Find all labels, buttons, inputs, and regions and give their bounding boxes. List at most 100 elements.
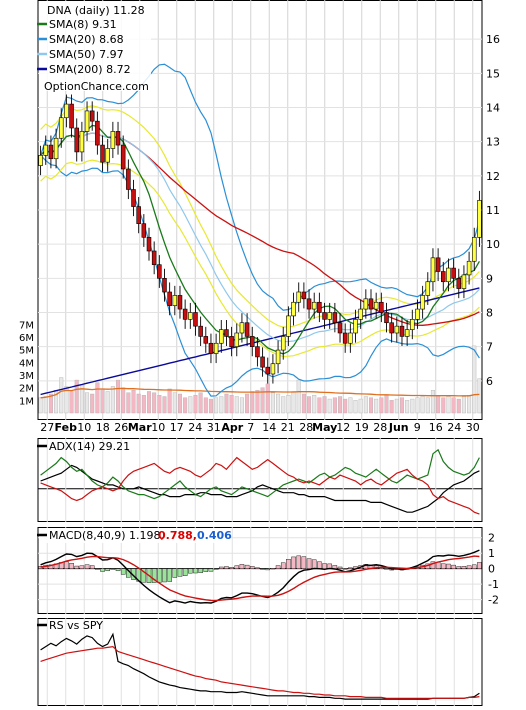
panel-frame-adx [37,438,483,522]
volume-bar [477,378,482,414]
y-tick-label: 16 [486,33,500,46]
bollinger-lower-band [40,154,480,397]
volume-bar [38,397,43,414]
volume-bar [276,393,281,414]
volume-bar [353,400,358,414]
panel-frame-macd [37,527,483,614]
volume-bar [203,397,208,414]
volume-bar [368,397,374,414]
candle-body [265,366,271,375]
volume-tick-label: 5M [19,346,34,357]
volume-bar [467,395,472,414]
volume-bar [131,390,136,414]
candle-body [260,356,265,368]
macd-histogram-bar [115,568,121,571]
candle-body [446,267,451,283]
panel-frame-rs [37,618,483,706]
volume-bar [198,392,203,414]
volume-bar [425,397,430,414]
macd-histogram-bar [306,558,312,569]
macd-signal-label: 0.788, [158,529,197,542]
y-tick-label: 13 [486,136,500,149]
x-tick-label: Jun [388,421,409,434]
volume-bar [167,388,172,414]
candle-body [477,200,482,238]
macd-histogram-bar [461,566,467,569]
volume-average-line [40,387,480,399]
macd-histogram-bar [188,568,193,574]
volume-bar [399,397,404,414]
macd-histogram-bar [219,566,224,569]
macd-histogram-bar [451,564,456,569]
chart-title: DNA (daily) 11.28 [47,4,145,17]
macd-histogram-bar [342,568,348,570]
volume-bar [250,391,255,414]
relative-strength-label: RS vs SPY [49,619,103,632]
volume-bar [265,383,270,414]
macd-histogram-bar [198,568,203,573]
volume-bar [136,393,141,414]
candle-body [399,325,405,337]
volume-bar [177,393,182,414]
volume-bar [456,398,461,414]
candle-body [105,148,110,163]
volume-bar [193,395,198,414]
candle-body [95,120,100,146]
volume-bar [214,397,219,414]
macd-histogram-bar [100,568,105,572]
candle-body [410,319,415,330]
x-tick-label: 14 [262,421,276,434]
x-tick-label: 9 [414,421,421,434]
volume-bar [172,392,177,414]
candle-body [53,137,59,160]
volume-bar [322,396,327,414]
macd-histogram-bar [255,567,260,569]
adx-line [40,464,480,513]
macd-histogram-bar [384,568,389,570]
volume-bar [296,379,301,414]
volume-bar [343,398,348,414]
macd-histogram-bar [430,561,436,569]
x-tick-label: 18 [96,421,110,434]
volume-tick-label: 7M [19,320,34,331]
candle-body [229,336,234,347]
candle-body [79,131,85,153]
macd-signal-line [40,555,480,602]
macd-histogram-bar [296,555,301,569]
x-tick-label: 17 [170,421,184,434]
candle-body [136,206,141,224]
y-tick-label: 9 [486,272,493,285]
macd-histogram-bar [466,565,472,569]
volume-bar [146,391,152,414]
volume-tick-label: 6M [19,333,34,344]
volume-bar [208,398,213,414]
macd-histogram-bar [471,564,477,569]
candle-body [441,271,446,283]
macd-tick-label: 2 [488,532,495,545]
candle-body [58,117,64,139]
legend-entry: SMA(200) 8.72 [49,63,131,76]
volume-bar [472,345,477,414]
volume-bar [110,386,115,414]
candle-body [306,298,312,310]
volume-bar [363,396,368,414]
macd-histogram-bar [317,561,322,569]
x-tick-label: 24 [447,421,461,434]
volume-bar [43,396,48,414]
macd-histogram-bar [79,565,85,569]
volume-bar [410,398,415,414]
volume-tick-label: 2M [19,384,34,395]
volume-bar [100,388,105,414]
volume-bar [394,398,399,414]
legend-entry: SMA(20) 8.68 [49,33,124,46]
volume-bar [157,395,162,414]
volume-bar [286,395,291,414]
x-tick-label: 12 [336,421,350,434]
x-tick-label: 30 [466,421,480,434]
volume-bar [420,396,425,414]
y-tick-label: 7 [486,341,493,354]
volume-bar [95,382,100,414]
candle-body [43,144,49,156]
volume-bar [307,396,312,414]
